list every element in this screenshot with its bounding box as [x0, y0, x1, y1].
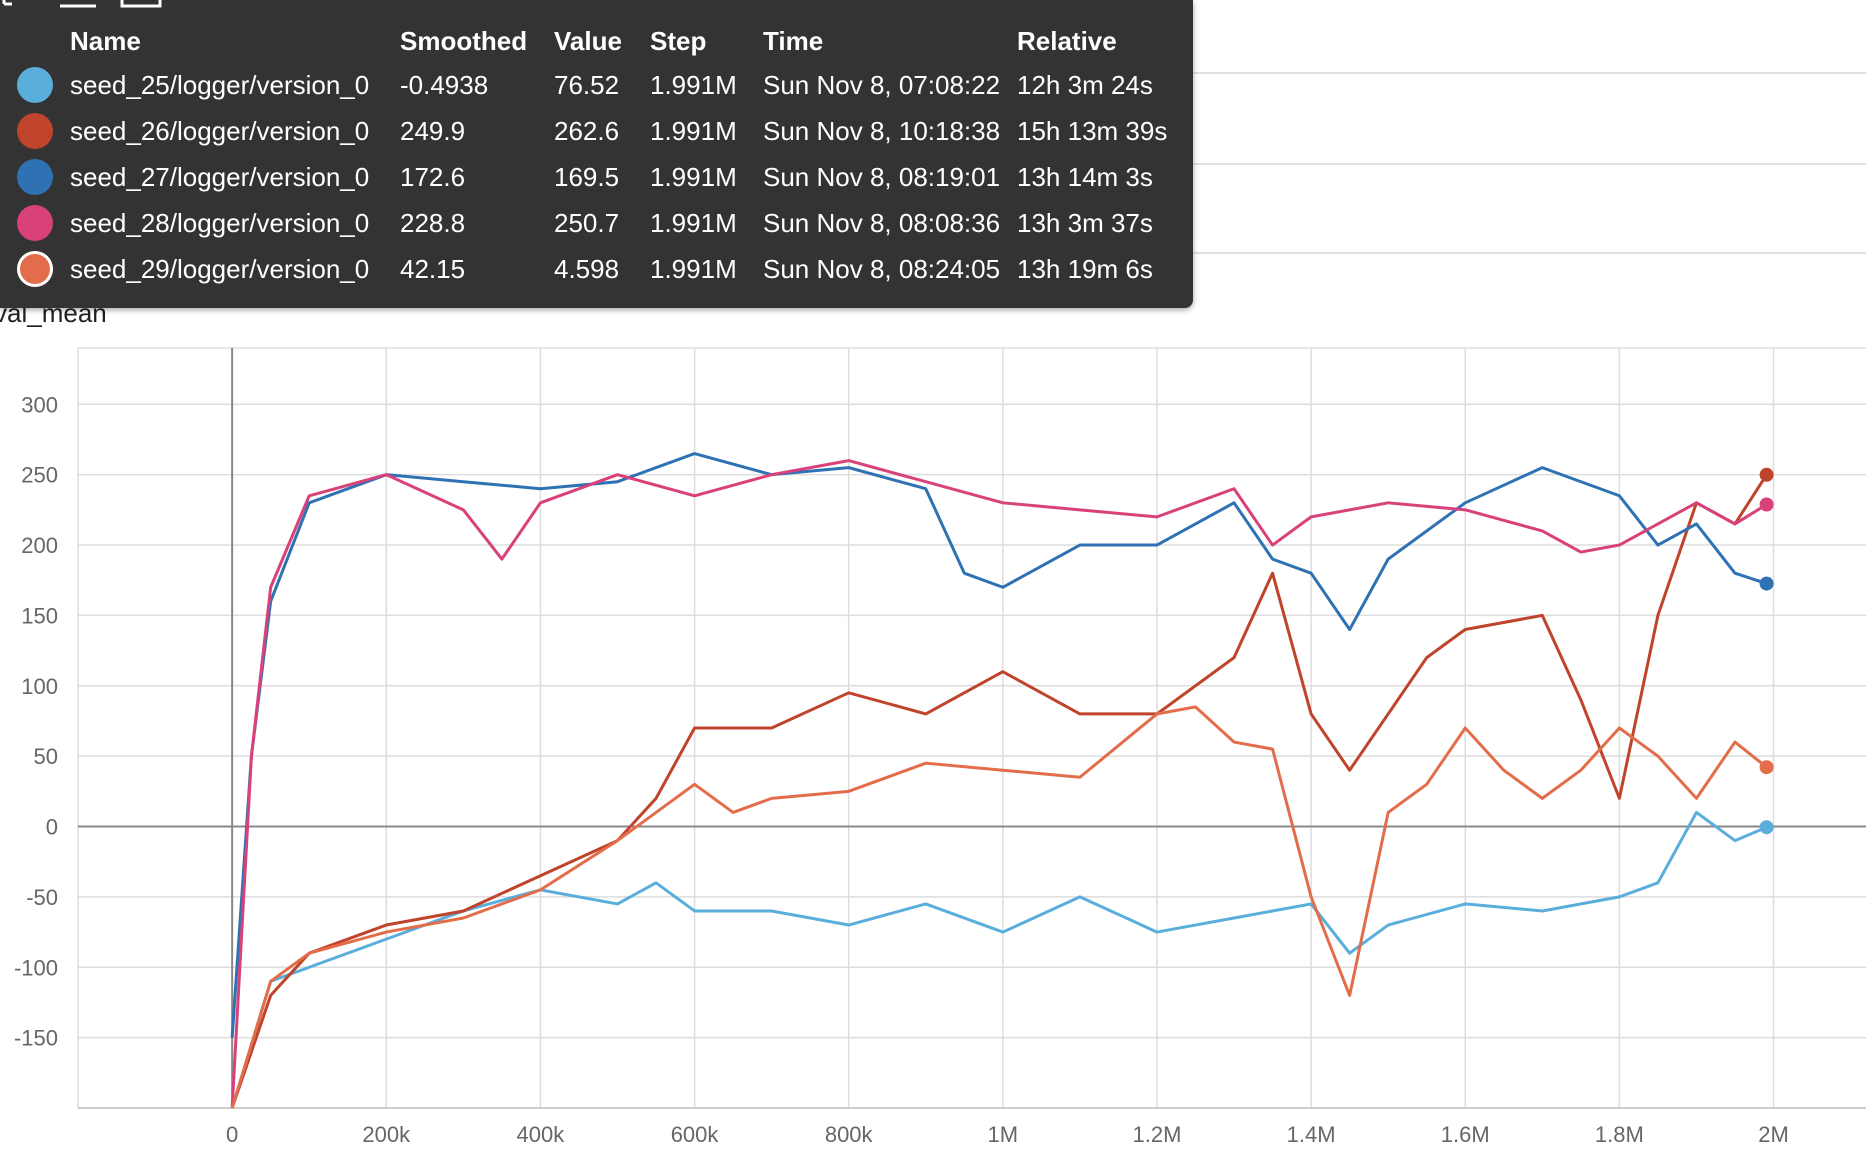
x-tick-label: 400k	[517, 1122, 566, 1147]
header-relative: Relative	[1017, 25, 1117, 56]
x-tick-label: 800k	[825, 1122, 874, 1147]
time-value: Sun Nov 8, 07:08:22	[763, 69, 1001, 100]
raw-value: 250.7	[554, 207, 620, 238]
fullscreen-icon	[2, 0, 12, 6]
tooltip-row: seed_29/logger/version_0 42.15 4.598 1.991M…	[0, 246, 1193, 292]
series-name: seed_25/logger/version_0	[70, 69, 370, 100]
tooltip-row: seed_28/logger/version_0 228.8 250.7 1.991M…	[0, 200, 1193, 246]
step-value: 1.991M	[650, 161, 737, 192]
time-value: Sun Nov 8, 10:18:38	[763, 115, 1001, 146]
series-name: seed_27/logger/version_0	[70, 161, 370, 192]
chart-axes	[78, 348, 1866, 1109]
series-color-icon	[17, 113, 53, 149]
series-color-icon	[17, 67, 53, 103]
y-tick-label: 0	[46, 815, 58, 840]
x-tick-label: 1M	[988, 1122, 1019, 1147]
series-line-seed_28	[230, 459, 1768, 1109]
series-endpoint-seed_27	[1759, 576, 1774, 591]
chart-series	[230, 452, 1774, 1109]
tooltip-row: seed_25/logger/version_0 -0.4938 76.52 1.99…	[0, 62, 1193, 108]
tooltip-row: seed_26/logger/version_0 249.9 262.6 1.991M…	[0, 108, 1193, 154]
x-tick-label: 1.6M	[1441, 1122, 1490, 1147]
header-time: Time	[763, 25, 824, 56]
series-name: seed_29/logger/version_0	[70, 253, 370, 284]
time-value: Sun Nov 8, 08:19:01	[763, 161, 1001, 192]
time-value: Sun Nov 8, 08:08:36	[763, 207, 1001, 238]
y-tick-label: -150	[14, 1026, 58, 1051]
smoothed-value: 228.8	[400, 207, 466, 238]
raw-value: 169.5	[554, 161, 620, 192]
series-color-swatch	[0, 246, 70, 292]
step-value: 1.991M	[650, 253, 737, 284]
series-line-seed_29	[230, 705, 1768, 1109]
x-tick-label: 1.4M	[1287, 1122, 1336, 1147]
series-endpoint-seed_25	[1759, 820, 1774, 835]
series-color-swatch	[0, 108, 70, 154]
relative-time: 12h 3m 24s	[1017, 69, 1153, 100]
chart-ticks: -150 -100 -50 0 50 100 150 200 250 300 0 200k 400k 60…	[14, 392, 1789, 1147]
x-tick-label: 200k	[362, 1122, 411, 1147]
smoothed-value: -0.4938	[400, 69, 489, 100]
step-value: 1.991M	[650, 69, 737, 100]
header-smoothed: Smoothed	[400, 25, 528, 56]
list-icon	[60, 4, 96, 8]
x-tick-label: 1.2M	[1133, 1122, 1182, 1147]
x-tick-label: 1.8M	[1595, 1122, 1644, 1147]
fit-domain-icon	[120, 0, 162, 8]
tooltip-table: Name Smoothed Value Step Time Relative s…	[0, 20, 1193, 292]
time-value: Sun Nov 8, 08:24:05	[763, 253, 1001, 284]
series-color-icon	[17, 251, 53, 287]
tooltip-header: Name Smoothed Value Step Time Relative	[0, 20, 1193, 62]
x-tick-label: 0	[226, 1122, 238, 1147]
relative-time: 13h 14m 3s	[1017, 161, 1153, 192]
header-value: Value	[554, 25, 622, 56]
series-name: seed_26/logger/version_0	[70, 115, 370, 146]
divider-line	[1193, 163, 1866, 165]
y-tick-label: 100	[21, 674, 58, 699]
raw-value: 4.598	[554, 253, 620, 284]
header-color	[0, 20, 70, 62]
divider-line	[1193, 252, 1866, 254]
chart-grid	[77, 347, 1866, 1108]
series-color-swatch	[0, 154, 70, 200]
header-name: Name	[70, 25, 141, 56]
series-tooltip: Name Smoothed Value Step Time Relative s…	[0, 0, 1193, 308]
step-value: 1.991M	[650, 207, 737, 238]
raw-value: 262.6	[554, 115, 620, 146]
toolbar-icons	[2, 0, 162, 8]
series-endpoint-seed_28	[1759, 497, 1774, 512]
smoothed-value: 42.15	[400, 253, 466, 284]
step-value: 1.991M	[650, 115, 737, 146]
series-name: seed_28/logger/version_0	[70, 207, 370, 238]
series-endpoint-seed_26	[1759, 467, 1774, 482]
series-color-swatch	[0, 62, 70, 108]
y-tick-label: 50	[34, 744, 58, 769]
relative-time: 15h 13m 39s	[1017, 115, 1168, 146]
raw-value: 76.52	[554, 69, 620, 100]
x-tick-label: 600k	[671, 1122, 720, 1147]
series-color-swatch	[0, 200, 70, 246]
y-tick-label: -100	[14, 955, 58, 980]
series-color-icon	[17, 159, 53, 195]
relative-time: 13h 3m 37s	[1017, 207, 1153, 238]
series-line-seed_26	[230, 473, 1768, 1109]
tooltip-row: seed_27/logger/version_0 172.6 169.5 1.991M…	[0, 154, 1193, 200]
line-chart[interactable]: -150 -100 -50 0 50 100 150 200 250 300 0 200k 400k 60…	[0, 340, 1866, 1160]
y-tick-label: 200	[21, 533, 58, 558]
y-tick-label: 150	[21, 603, 58, 628]
series-color-icon	[17, 205, 53, 241]
series-endpoint-seed_29	[1759, 760, 1774, 775]
smoothed-value: 172.6	[400, 161, 466, 192]
series-line-seed_27	[230, 452, 1768, 1038]
header-step: Step	[650, 25, 707, 56]
relative-time: 13h 19m 6s	[1017, 253, 1153, 284]
series-line-seed_25	[230, 810, 1768, 1109]
x-tick-label: 2M	[1758, 1122, 1789, 1147]
smoothed-value: 249.9	[400, 115, 466, 146]
y-tick-label: -50	[26, 885, 58, 910]
y-tick-label: 250	[21, 463, 58, 488]
divider-line	[1193, 72, 1866, 74]
y-tick-label: 300	[21, 392, 58, 417]
